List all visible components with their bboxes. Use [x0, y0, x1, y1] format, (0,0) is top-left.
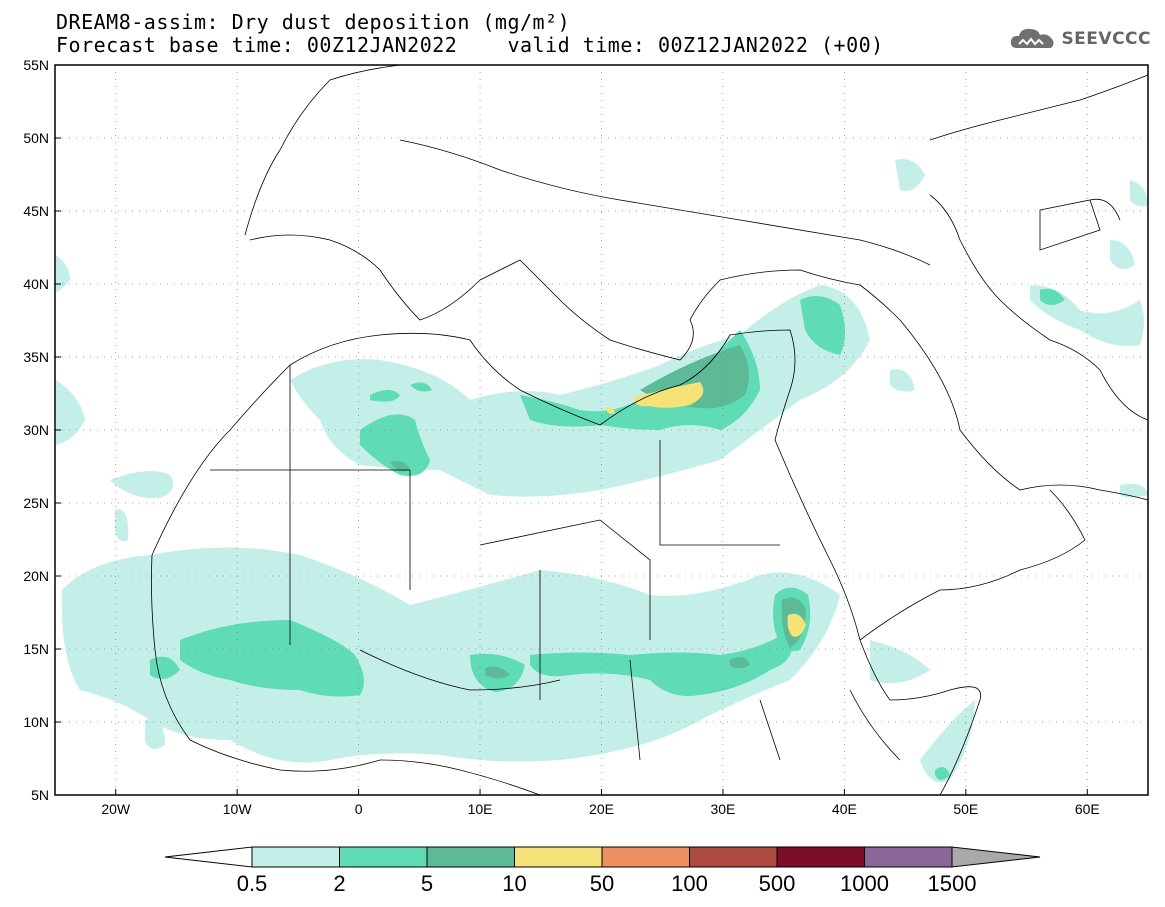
deposition-shading: [56, 159, 1148, 783]
lon-tick-label: 60E: [1075, 801, 1100, 817]
lon-tick-label: 10E: [468, 801, 493, 817]
lon-tick-label: 0: [355, 801, 363, 817]
colorbar-segment: [776, 846, 865, 868]
lat-tick-label: 45N: [23, 203, 49, 219]
lat-tick-label: 40N: [23, 276, 49, 292]
lat-tick-label: 55N: [23, 57, 49, 73]
colorbar-segment: [339, 846, 428, 868]
colorbar-label: 1000: [840, 871, 889, 896]
longitude-labels: 20W 10W 0 10E 20E 30E 40E 50E 60E: [101, 789, 1100, 817]
lon-tick-label: 30E: [710, 801, 735, 817]
lat-tick-label: 50N: [23, 130, 49, 146]
colorbar-label: 500: [759, 871, 796, 896]
colorbar-over-arrow: [951, 846, 1041, 868]
coastlines-and-borders: [151, 64, 1149, 796]
lat-tick-label: 35N: [23, 349, 49, 365]
colorbar-segment: [601, 846, 690, 868]
colorbar-segment: [426, 846, 515, 868]
colorbar: 0.5 2 5 10 50 100 500 1000 1500: [164, 846, 1041, 896]
lon-tick-label: 40E: [832, 801, 857, 817]
lat-tick-label: 30N: [23, 422, 49, 438]
seevccc-logo: SEEVCCC: [1009, 24, 1151, 54]
colorbar-segment: [251, 846, 340, 868]
title-line-1: DREAM8-assim: Dry dust deposition (mg/m²…: [56, 10, 571, 34]
colorbar-label: 2: [333, 871, 345, 896]
logo-text: SEEVCCC: [1061, 29, 1151, 49]
latitude-labels: 5N 10N 15N 20N 25N 30N 35N 40N 45N 50N 55N: [23, 57, 61, 803]
lon-tick-label: 20W: [101, 801, 131, 817]
lat-tick-label: 15N: [23, 641, 49, 657]
colorbar-label: 10: [502, 871, 526, 896]
colorbar-label: 100: [671, 871, 708, 896]
lon-tick-label: 20E: [589, 801, 614, 817]
lon-tick-label: 50E: [953, 801, 978, 817]
colorbar-label: 1500: [928, 871, 977, 896]
lat-tick-label: 5N: [31, 787, 49, 803]
lat-tick-label: 20N: [23, 568, 49, 584]
colorbar-under-arrow: [164, 846, 253, 868]
colorbar-segment: [514, 846, 603, 868]
colorbar-label: 0.5: [237, 871, 268, 896]
title-line-2: Forecast base time: 00Z12JAN2022 valid t…: [56, 33, 884, 57]
colorbar-segment: [689, 846, 778, 868]
lon-tick-label: 10W: [223, 801, 253, 817]
colorbar-label: 50: [590, 871, 614, 896]
lat-tick-label: 10N: [23, 714, 49, 730]
colorbar-segment: [864, 846, 953, 868]
cloud-logo-icon: [1011, 28, 1054, 48]
lat-tick-label: 25N: [23, 495, 49, 511]
colorbar-label: 5: [421, 871, 433, 896]
map-grid: [55, 65, 1148, 795]
